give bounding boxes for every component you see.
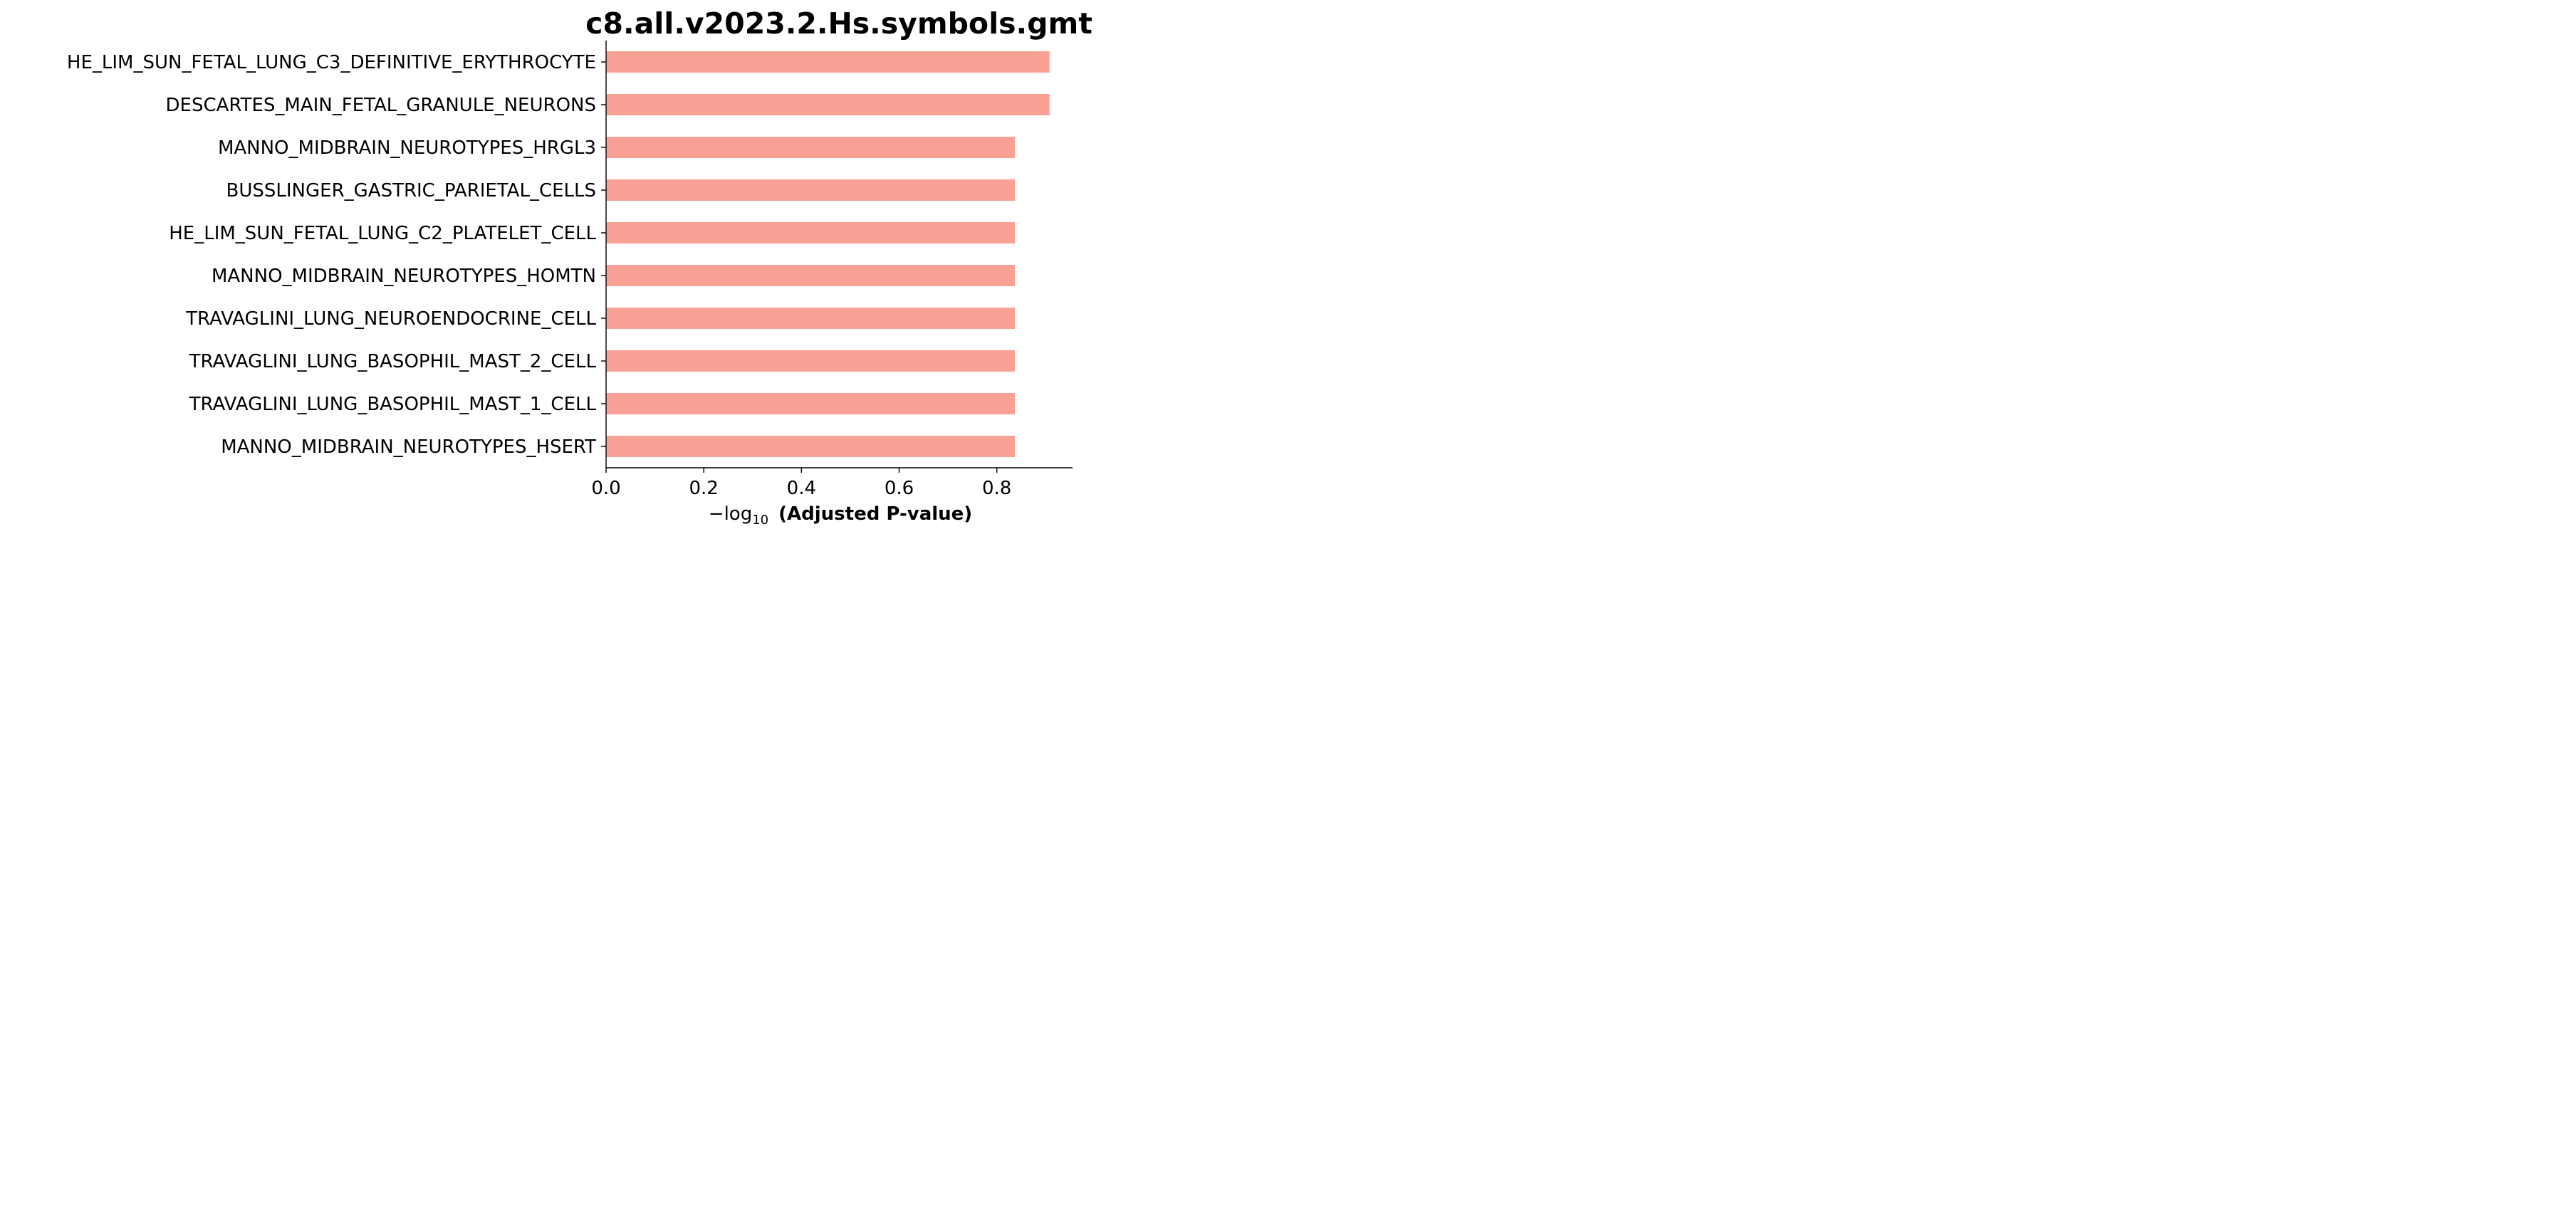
category-label: HE_LIM_SUN_FETAL_LUNG_C3_DEFINITIVE_ERYT… <box>67 52 596 73</box>
bar <box>606 265 1016 286</box>
bar <box>606 436 1016 457</box>
category-labels: HE_LIM_SUN_FETAL_LUNG_C3_DEFINITIVE_ERYT… <box>67 52 606 458</box>
category-label: TRAVAGLINI_LUNG_BASOPHIL_MAST_2_CELL <box>189 351 597 372</box>
bar <box>606 179 1016 201</box>
bar-chart: c8.all.v2023.2.Hs.symbols.gmt HE_LIM_SUN… <box>67 6 1093 528</box>
category-label: DESCARTES_MAIN_FETAL_GRANULE_NEURONS <box>166 95 596 116</box>
category-label: BUSSLINGER_GASTRIC_PARIETAL_CELLS <box>226 180 596 201</box>
x-ticks: 0.0 0.2 0.4 0.6 0.8 <box>591 468 1011 499</box>
bar <box>606 137 1016 158</box>
x-axis-label: −log10 (Adjusted P-value) <box>709 503 972 528</box>
x-axis-label-prefix: −log <box>709 503 752 525</box>
bar <box>606 350 1016 372</box>
bar <box>606 51 1050 73</box>
category-label: TRAVAGLINI_LUNG_BASOPHIL_MAST_1_CELL <box>189 394 597 415</box>
category-label: MANNO_MIDBRAIN_NEUROTYPES_HSERT <box>221 436 596 458</box>
category-label: MANNO_MIDBRAIN_NEUROTYPES_HRGL3 <box>218 137 596 159</box>
x-axis-label-main: (Adjusted P-value) <box>778 503 972 525</box>
x-tick-label: 0.8 <box>982 478 1011 499</box>
bar <box>606 94 1050 115</box>
category-label: TRAVAGLINI_LUNG_NEUROENDOCRINE_CELL <box>185 308 596 330</box>
bar <box>606 308 1016 329</box>
bar <box>606 393 1016 414</box>
chart-title: c8.all.v2023.2.Hs.symbols.gmt <box>585 6 1093 41</box>
x-axis-label-subscript: 10 <box>752 513 768 528</box>
bars-layer <box>606 51 1050 457</box>
bar <box>606 222 1016 243</box>
chart-container: c8.all.v2023.2.Hs.symbols.gmt HE_LIM_SUN… <box>0 0 1117 534</box>
x-tick-label: 0.0 <box>591 478 620 499</box>
x-tick-label: 0.4 <box>787 478 816 499</box>
x-tick-label: 0.2 <box>689 478 718 499</box>
category-label: HE_LIM_SUN_FETAL_LUNG_C2_PLATELET_CELL <box>169 223 596 244</box>
category-label: MANNO_MIDBRAIN_NEUROTYPES_HOMTN <box>212 266 596 287</box>
x-tick-label: 0.6 <box>885 478 914 499</box>
